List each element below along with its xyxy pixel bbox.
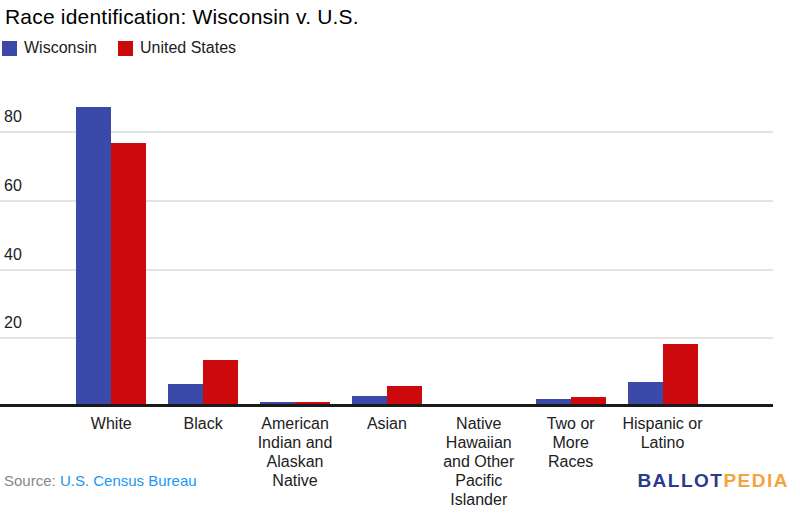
source-line: Source: U.S. Census Bureau (4, 472, 197, 490)
bar-wisconsin-black (168, 384, 203, 406)
y-axis-tick-label-40: 40 (4, 245, 22, 264)
x-category-label-asian: Asian (343, 414, 431, 433)
ballotpedia-logo: BALLOTPEDIA (637, 471, 789, 491)
x-category-label-two-or-more-races: Two or More Races (527, 414, 615, 471)
y-axis-tick-label-80: 80 (4, 107, 22, 126)
bar-united-states-black (203, 360, 238, 406)
x-category-label-american-indian-and-alaskan-native: American Indian and Alaskan Native (251, 414, 339, 490)
x-axis-line (0, 404, 773, 407)
gridline-80 (0, 131, 773, 133)
logo-ballot-text: BALLOT (637, 470, 723, 491)
bar-united-states-asian (387, 386, 422, 406)
source-label: Source: (4, 472, 60, 489)
x-category-label-white: White (67, 414, 155, 433)
chart-canvas: Race identification: Wisconsin v. U.S. W… (0, 0, 800, 529)
y-axis-tick-label-60: 60 (4, 176, 22, 195)
x-category-label-native-hawaiian-and-other-pacific-islander: Native Hawaiian and Other Pacific Island… (435, 414, 523, 509)
bar-united-states-white (111, 143, 146, 406)
source-link[interactable]: U.S. Census Bureau (60, 472, 197, 489)
bar-united-states-hispanic-or-latino (663, 344, 698, 406)
x-category-label-hispanic-or-latino: Hispanic or Latino (619, 414, 707, 452)
logo-pedia-text: PEDIA (723, 470, 789, 491)
bar-wisconsin-hispanic-or-latino (628, 382, 663, 406)
bar-wisconsin-white (76, 107, 111, 406)
y-axis-tick-label-20: 20 (4, 313, 22, 332)
x-category-label-black: Black (159, 414, 247, 433)
bar-chart-plot-area: 20 40 60 80 WhiteBlackAmerican Indian and Al… (0, 0, 800, 529)
